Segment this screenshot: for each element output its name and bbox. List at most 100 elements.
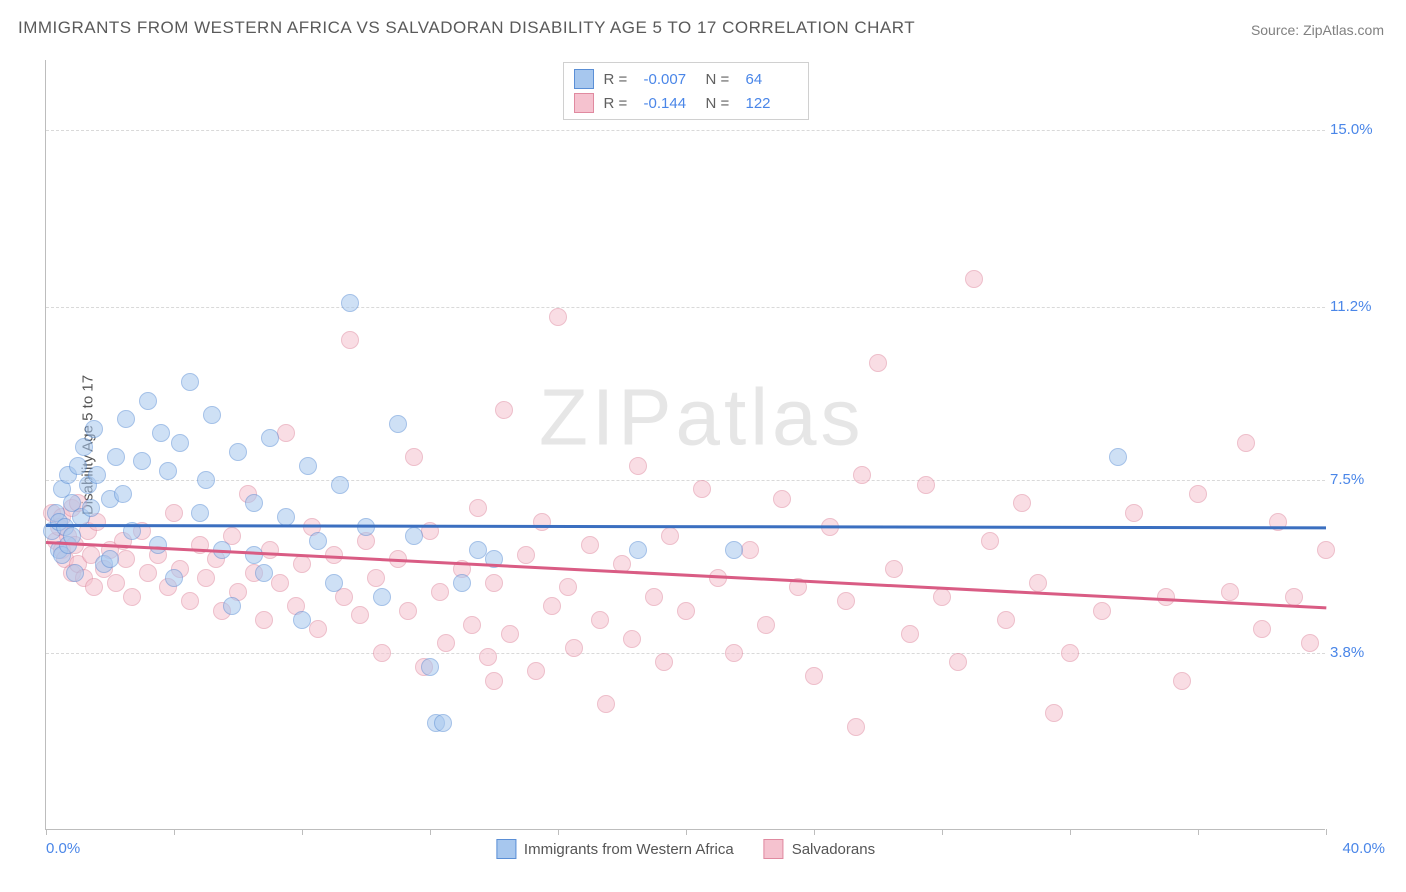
stat-r-value: -0.007 xyxy=(644,71,696,88)
x-tick xyxy=(174,829,175,835)
x-max-label: 40.0% xyxy=(1342,840,1385,857)
source-prefix: Source: xyxy=(1251,22,1303,38)
scatter-point xyxy=(479,648,497,666)
scatter-point xyxy=(1013,494,1031,512)
y-tick-label: 15.0% xyxy=(1330,121,1385,138)
x-tick xyxy=(430,829,431,835)
scatter-point xyxy=(741,541,759,559)
gridline-h xyxy=(46,480,1325,481)
scatter-point xyxy=(255,564,273,582)
scatter-point xyxy=(1109,448,1127,466)
scatter-point xyxy=(869,354,887,372)
scatter-point xyxy=(107,448,125,466)
scatter-point xyxy=(1173,672,1191,690)
scatter-point xyxy=(837,592,855,610)
scatter-point xyxy=(293,611,311,629)
scatter-point xyxy=(1045,704,1063,722)
scatter-point xyxy=(1061,644,1079,662)
scatter-point xyxy=(139,564,157,582)
scatter-point xyxy=(1237,434,1255,452)
scatter-point xyxy=(197,471,215,489)
scatter-point xyxy=(933,588,951,606)
scatter-point xyxy=(341,331,359,349)
scatter-point xyxy=(997,611,1015,629)
scatter-point xyxy=(629,541,647,559)
x-tick xyxy=(46,829,47,835)
scatter-point xyxy=(85,420,103,438)
scatter-point xyxy=(559,578,577,596)
scatter-point xyxy=(389,415,407,433)
stat-r-value: -0.144 xyxy=(644,95,696,112)
series-legend: Immigrants from Western Africa Salvadoran… xyxy=(496,839,875,859)
scatter-point xyxy=(271,574,289,592)
scatter-point xyxy=(437,634,455,652)
scatter-point xyxy=(325,574,343,592)
scatter-point xyxy=(1317,541,1335,559)
legend-swatch xyxy=(496,839,516,859)
scatter-point xyxy=(1253,620,1271,638)
source-attribution: Source: ZipAtlas.com xyxy=(1251,22,1384,38)
scatter-point xyxy=(693,480,711,498)
scatter-point xyxy=(351,606,369,624)
legend-item: Immigrants from Western Africa xyxy=(496,839,734,859)
stats-legend-row: R =-0.144N =122 xyxy=(574,91,798,115)
scatter-point xyxy=(565,639,583,657)
legend-label: Salvadorans xyxy=(792,841,875,858)
scatter-point xyxy=(469,499,487,517)
scatter-point xyxy=(533,513,551,531)
scatter-point xyxy=(229,443,247,461)
scatter-point xyxy=(245,546,263,564)
scatter-point xyxy=(66,564,84,582)
scatter-point xyxy=(853,466,871,484)
source-name: ZipAtlas.com xyxy=(1303,22,1384,38)
scatter-point xyxy=(1285,588,1303,606)
scatter-point xyxy=(114,485,132,503)
legend-swatch xyxy=(574,93,594,113)
scatter-point xyxy=(463,616,481,634)
x-tick xyxy=(686,829,687,835)
stat-n-label: N = xyxy=(706,95,736,112)
scatter-point xyxy=(431,583,449,601)
gridline-h xyxy=(46,130,1325,131)
y-tick-label: 3.8% xyxy=(1330,644,1385,661)
scatter-point xyxy=(85,578,103,596)
scatter-point xyxy=(805,667,823,685)
stat-n-value: 122 xyxy=(746,95,798,112)
chart-title: IMMIGRANTS FROM WESTERN AFRICA VS SALVAD… xyxy=(18,18,915,38)
scatter-point xyxy=(261,541,279,559)
x-tick xyxy=(302,829,303,835)
scatter-point xyxy=(501,625,519,643)
scatter-point xyxy=(527,662,545,680)
scatter-point xyxy=(901,625,919,643)
scatter-point xyxy=(309,620,327,638)
scatter-point xyxy=(197,569,215,587)
scatter-point xyxy=(917,476,935,494)
gridline-h xyxy=(46,653,1325,654)
scatter-point xyxy=(725,541,743,559)
legend-label: Immigrants from Western Africa xyxy=(524,841,734,858)
scatter-point xyxy=(203,406,221,424)
stat-n-value: 64 xyxy=(746,71,798,88)
scatter-point xyxy=(277,424,295,442)
scatter-point xyxy=(117,410,135,428)
scatter-point xyxy=(399,602,417,620)
scatter-point xyxy=(485,672,503,690)
legend-item: Salvadorans xyxy=(764,839,875,859)
scatter-point xyxy=(69,457,87,475)
x-tick xyxy=(1326,829,1327,835)
regression-line xyxy=(46,524,1326,529)
scatter-point xyxy=(885,560,903,578)
scatter-point xyxy=(623,630,641,648)
scatter-point xyxy=(293,555,311,573)
scatter-point xyxy=(255,611,273,629)
watermark-bold: ZIP xyxy=(539,372,675,461)
scatter-point xyxy=(261,429,279,447)
scatter-point xyxy=(453,574,471,592)
scatter-point xyxy=(88,466,106,484)
scatter-point xyxy=(299,457,317,475)
scatter-point xyxy=(82,499,100,517)
scatter-point xyxy=(757,616,775,634)
x-tick xyxy=(558,829,559,835)
scatter-point xyxy=(405,448,423,466)
scatter-point xyxy=(367,569,385,587)
